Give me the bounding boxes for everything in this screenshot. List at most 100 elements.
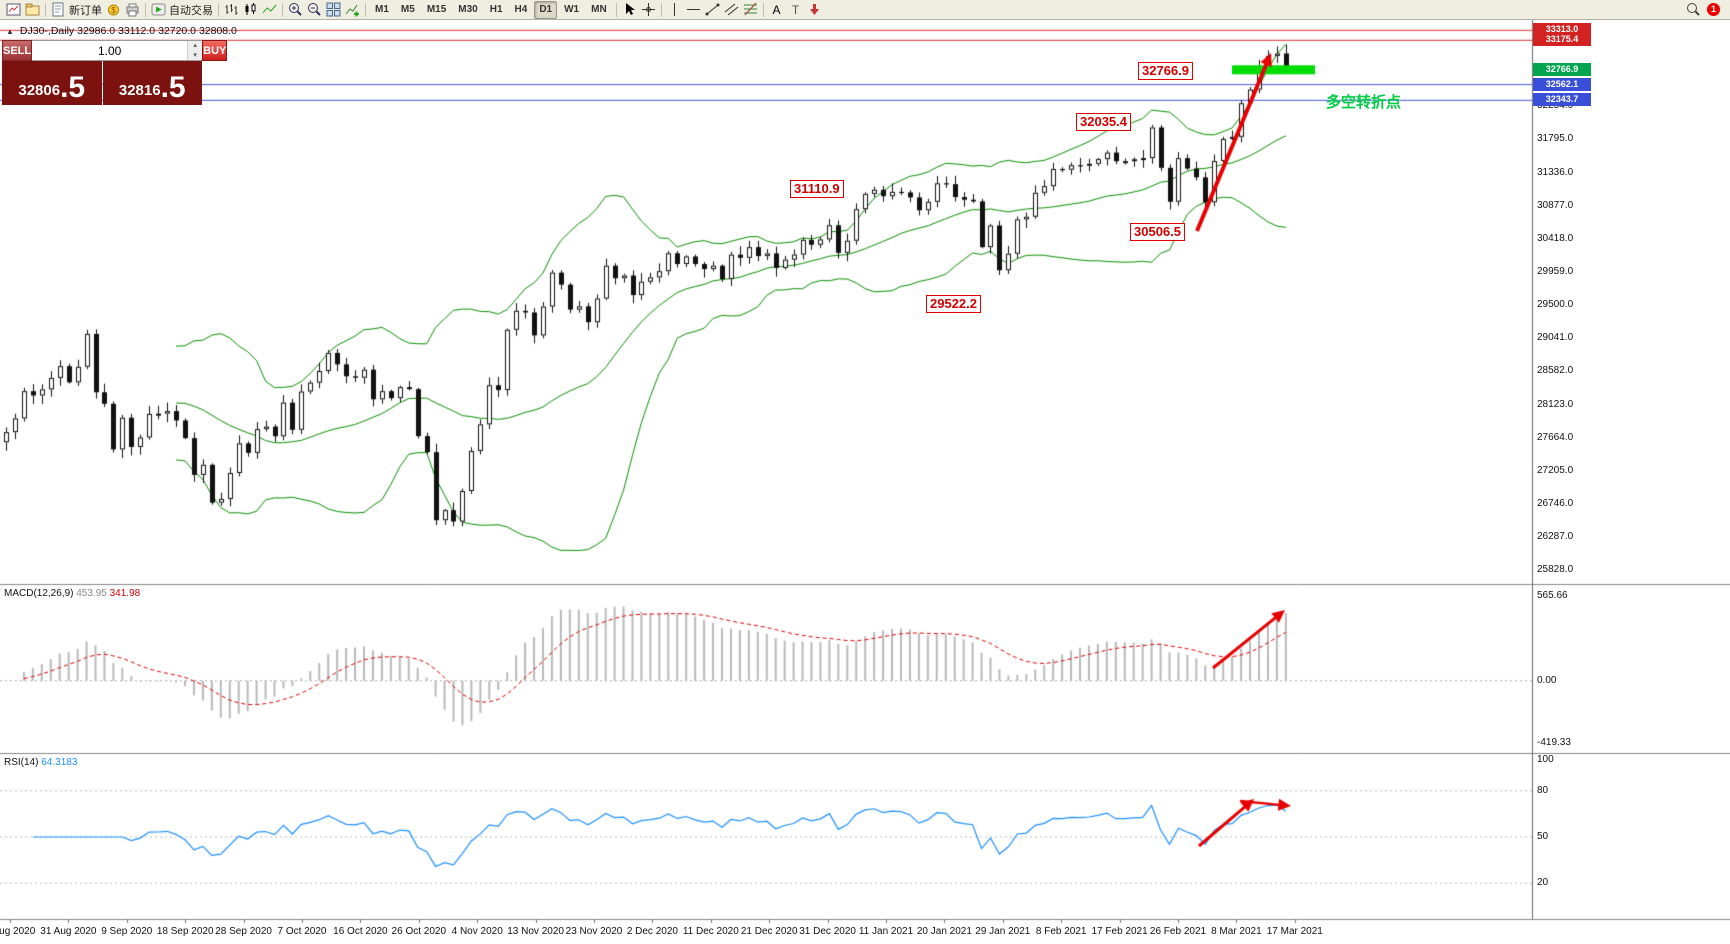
price-axis-label: 30877.0	[1537, 199, 1574, 211]
toolbar-separator	[365, 2, 366, 17]
label-icon[interactable]: T	[786, 1, 805, 18]
notification-badge[interactable]: 1	[1707, 3, 1720, 16]
date-axis-label: 18 Sep 2020	[156, 926, 214, 937]
line-chart-icon[interactable]	[260, 1, 279, 18]
date-axis-label: 13 Nov 2020	[507, 926, 564, 937]
indicators-icon[interactable]	[343, 1, 362, 18]
tile-windows-icon[interactable]	[324, 1, 343, 18]
rsi-label-text: RSI(14)	[4, 757, 39, 768]
zoom-out-icon[interactable]	[305, 1, 324, 18]
timeframe-m5-button[interactable]: M5	[400, 3, 415, 15]
candles-icon	[245, 3, 256, 15]
channel-icon	[724, 3, 738, 16]
market-watch-icon[interactable]: $	[104, 1, 123, 18]
channel-icon[interactable]	[722, 1, 741, 18]
date-axis-label: 26 Oct 2020	[391, 926, 447, 937]
profiles-icon[interactable]	[23, 1, 42, 18]
macd-signal-value: 341.98	[109, 588, 141, 599]
print-icon[interactable]	[123, 1, 142, 18]
price-callout[interactable]: 32766.9	[1138, 62, 1193, 80]
search-icon	[1687, 3, 1700, 16]
date-axis-label: 28 Sep 2020	[215, 926, 272, 937]
rsi-value: 64.3183	[41, 757, 78, 768]
rsi-axis-label: 100	[1537, 754, 1554, 765]
date-axis-label: 21 Dec 2020	[740, 926, 798, 937]
price-callout[interactable]: 30506.5	[1130, 223, 1185, 241]
sell-price-display[interactable]: 32806.5	[2, 61, 102, 105]
volume-input[interactable]	[32, 41, 188, 60]
timeframe-h1-button[interactable]: H1	[489, 3, 503, 15]
date-axis-label: 7 Oct 2020	[277, 926, 327, 937]
date-axis-label: 8 Feb 2021	[1035, 926, 1087, 937]
price-callout[interactable]: 31110.9	[790, 180, 844, 198]
volume-decrease-button[interactable]: ▾	[188, 50, 203, 60]
autotrading-button[interactable]: 自动交易	[149, 1, 215, 19]
date-axis-label: 16 Oct 2020	[333, 926, 388, 937]
annotation-note[interactable]: 多空转折点	[1326, 94, 1402, 111]
indicators-icon	[345, 4, 359, 17]
toolbar: 新订单 $ 自动交易 M1 M5 M15 M30 H1 H4 D1 W1 MN A T 1	[0, 0, 1730, 20]
macd-indicator-label: MACD(12,26,9) 453.95 341.98	[4, 588, 140, 599]
candles-icon[interactable]	[241, 1, 260, 18]
buy-price-display[interactable]: 32816.5	[102, 61, 202, 105]
price-callout[interactable]: 29522.2	[926, 295, 981, 313]
price-axis-label: 25828.0	[1537, 564, 1574, 576]
new-chart-icon[interactable]	[4, 1, 23, 18]
price-level-tag: 32766.9	[1533, 62, 1591, 76]
hline-icon[interactable]	[684, 1, 703, 18]
macd-axis-label: -419.33	[1537, 737, 1571, 749]
macd-axis-label: 0.00	[1537, 674, 1557, 686]
print-icon	[126, 3, 139, 17]
rsi-axis-label: 20	[1537, 877, 1549, 889]
price-axis-label: 27205.0	[1537, 464, 1574, 476]
date-axis-label: 17 Feb 2021	[1091, 926, 1148, 937]
timeframe-d1-button[interactable]: D1	[534, 0, 558, 19]
new-order-button[interactable]: 新订单	[49, 1, 104, 19]
svg-text:A: A	[772, 3, 780, 17]
price-level-tag: 32343.7	[1533, 93, 1591, 107]
macd-label-text: MACD(12,26,9)	[4, 588, 74, 599]
price-axis-label: 31795.0	[1537, 133, 1574, 145]
date-axis-label: 1 Aug 2020	[0, 926, 36, 937]
price-axis-label: 26746.0	[1537, 497, 1574, 509]
sell-button[interactable]: SELL	[2, 40, 33, 61]
cursor-icon[interactable]	[620, 1, 639, 18]
timeframe-mn-button[interactable]: MN	[591, 3, 607, 15]
tile-windows-icon	[326, 2, 341, 17]
volume-field: ▴ ▾	[32, 40, 203, 61]
price-callout[interactable]: 32035.4	[1076, 113, 1131, 131]
volume-spinner: ▴ ▾	[187, 41, 203, 60]
price-axis-label: 29500.0	[1537, 299, 1574, 311]
svg-text:$: $	[111, 6, 116, 15]
price-axis-label: 29959.0	[1537, 265, 1574, 277]
search-icon[interactable]	[1684, 1, 1703, 18]
text-icon[interactable]: A	[767, 1, 786, 18]
trendline-icon[interactable]	[703, 1, 722, 18]
arrows-tool-icon[interactable]	[805, 1, 824, 18]
date-axis-label: 2 Dec 2020	[626, 926, 678, 937]
timeframe-m15-button[interactable]: M15	[426, 3, 447, 15]
timeframe-h4-button[interactable]: H4	[514, 3, 528, 15]
buy-price-fraction: .5	[160, 71, 186, 104]
price-axis-label: 30418.0	[1537, 232, 1574, 244]
timeframe-m30-button[interactable]: M30	[458, 3, 478, 15]
date-axis-label: 4 Nov 2020	[451, 926, 503, 937]
zoom-in-icon[interactable]	[286, 1, 305, 18]
timeframe-w1-button[interactable]: W1	[564, 3, 580, 15]
buy-button[interactable]: BUY	[202, 40, 228, 61]
zoom-in-icon	[289, 3, 302, 16]
crosshair-icon[interactable]	[639, 1, 658, 18]
price-axis-label: 26287.0	[1537, 531, 1574, 543]
one-click-collapse-icon[interactable]: ▲	[6, 26, 14, 36]
autotrading-icon	[151, 3, 166, 16]
rsi-axis-label: 80	[1537, 784, 1549, 796]
timeframe-m1-button[interactable]: M1	[375, 3, 389, 15]
vline-icon[interactable]	[665, 1, 684, 18]
line-chart-icon	[262, 4, 277, 14]
bars-icon[interactable]	[222, 1, 241, 18]
volume-increase-button[interactable]: ▴	[188, 41, 203, 51]
fibo-icon[interactable]	[741, 1, 760, 18]
date-axis-label: 31 Aug 2020	[40, 926, 97, 937]
